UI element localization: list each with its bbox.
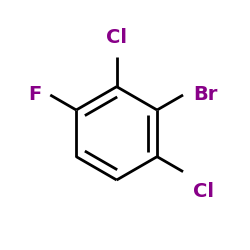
Text: Br: Br [193, 86, 218, 104]
Text: Cl: Cl [106, 28, 127, 47]
Text: F: F [29, 86, 42, 104]
Text: Cl: Cl [193, 182, 214, 201]
